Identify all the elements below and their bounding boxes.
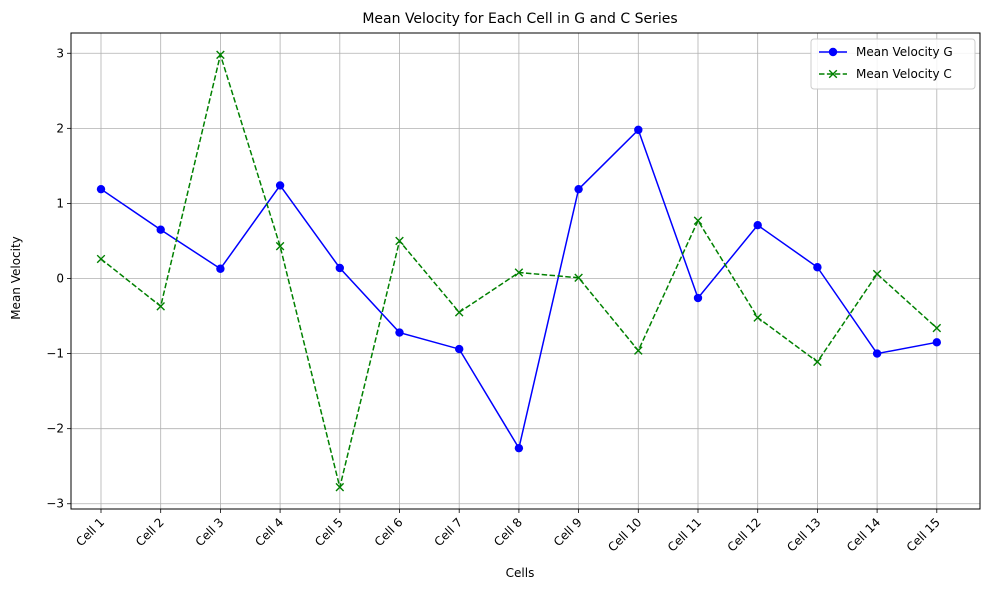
data-point [156, 225, 165, 234]
data-point [813, 263, 822, 272]
data-point [574, 184, 583, 194]
data-point [693, 293, 703, 303]
data-point [932, 323, 942, 333]
data-point [634, 125, 643, 135]
series-g [96, 125, 941, 453]
data-point [275, 241, 285, 251]
x-axis-label: Cells [506, 566, 535, 580]
series-layer [96, 50, 942, 492]
data-point [932, 338, 941, 347]
data-point [395, 236, 404, 246]
data-point [335, 263, 344, 273]
legend-item: Mean Velocity C [819, 67, 952, 81]
data-point [335, 482, 345, 492]
legend-marker [828, 47, 838, 57]
chart-title: Mean Velocity for Each Cell in G and C S… [362, 11, 677, 27]
legend: Mean Velocity G Mean Velocity C [810, 38, 976, 90]
legend-box [810, 38, 976, 90]
grid [71, 33, 980, 509]
y-tick-label: 1 [56, 196, 64, 210]
legend-label: Mean Velocity G [856, 45, 953, 59]
plot-frame [70, 32, 981, 510]
y-tick-label: 2 [56, 121, 64, 135]
y-tick-label: −3 [46, 497, 64, 511]
y-tick-label: −1 [46, 347, 64, 361]
y-tick-label: 0 [56, 272, 64, 286]
y-axis-label: Mean Velocity [9, 236, 23, 320]
legend-label: Mean Velocity C [856, 67, 952, 81]
data-point [813, 357, 822, 367]
data-point [514, 443, 524, 453]
series-c [96, 50, 942, 492]
y-tick-label: −2 [46, 422, 64, 436]
data-point [216, 50, 225, 60]
data-point [216, 264, 225, 273]
data-point [872, 349, 882, 358]
data-point [872, 269, 882, 279]
data-point [455, 344, 464, 354]
data-point [275, 181, 285, 190]
data-point [96, 184, 106, 194]
data-point [514, 268, 524, 277]
y-tick-label: 3 [56, 46, 64, 60]
data-point [693, 216, 703, 225]
data-point [574, 273, 583, 283]
data-point [634, 346, 643, 355]
legend-marker [828, 69, 838, 79]
legend-item: Mean Velocity G [819, 45, 953, 59]
data-point [395, 328, 404, 337]
data-point [753, 313, 762, 322]
data-point [753, 221, 762, 230]
data-point [156, 301, 165, 311]
data-point [454, 307, 464, 317]
data-point [96, 254, 106, 264]
